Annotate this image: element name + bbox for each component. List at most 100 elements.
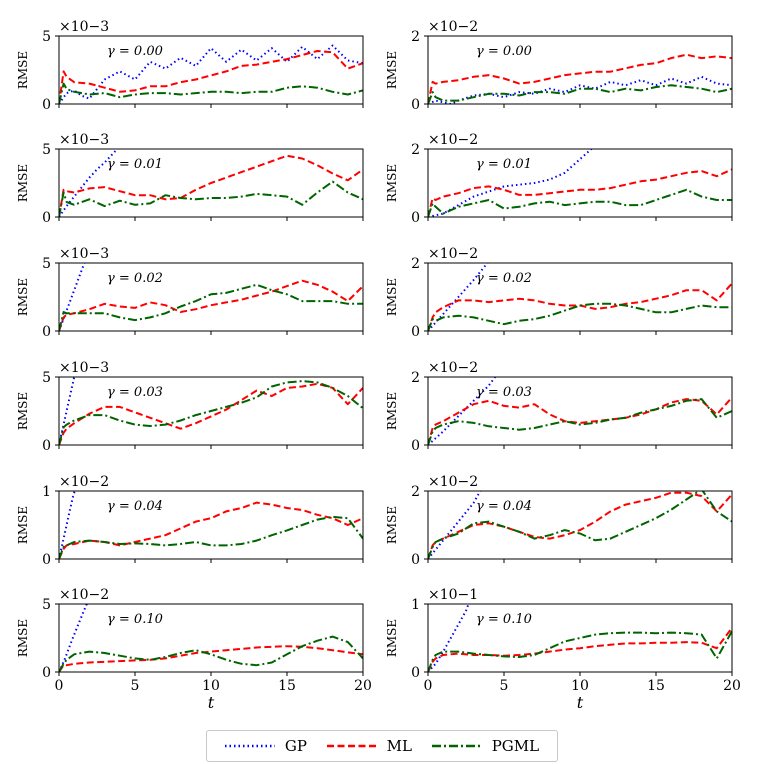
y-tick-label: 0 <box>42 665 51 681</box>
series-gp-line <box>428 263 489 331</box>
series-pgml-line <box>59 283 363 331</box>
x-tick-label: 15 <box>647 678 665 694</box>
series-pgml-line <box>428 302 732 331</box>
series-ml-line <box>59 50 363 104</box>
y-multiplier-label: ×10−3 <box>59 132 109 148</box>
y-multiplier-label: ×10−2 <box>428 19 478 35</box>
x-tick-label: 10 <box>202 678 220 694</box>
x-tick-label: 0 <box>424 678 433 694</box>
axes-frame <box>427 603 733 673</box>
y-axis-label: RMSE <box>16 392 30 430</box>
y-axis-label: RMSE <box>385 278 399 316</box>
gamma-annotation: γ = 0.04 <box>476 499 532 514</box>
y-tick-label: 0 <box>411 210 420 226</box>
series-gp-line <box>428 604 470 672</box>
legend-item-ml: ML <box>326 737 412 755</box>
y-axis-label: RMSE <box>385 164 399 202</box>
gamma-annotation: γ = 0.10 <box>107 612 163 627</box>
subplot-8: 0 2 ×10−2 γ = 0.03 RMSE <box>385 360 733 454</box>
y-tick-label: 2 <box>411 484 420 500</box>
series-ml-line <box>59 501 363 559</box>
series-gp-line <box>59 604 88 672</box>
y-axis-label: RMSE <box>385 506 399 544</box>
series-ml-line <box>428 53 732 104</box>
axes-frame <box>427 490 733 560</box>
series-ml-line <box>59 154 363 217</box>
series-ml-line <box>428 168 732 217</box>
y-tick-label: 2 <box>411 370 420 386</box>
y-tick-label: 0 <box>411 324 420 340</box>
y-axis-label: RMSE <box>385 392 399 430</box>
x-axis-label: t <box>208 693 215 712</box>
axes-frame <box>427 148 733 218</box>
series-ml-line <box>59 382 363 445</box>
series-ml-line <box>59 645 363 672</box>
x-tick-label: 5 <box>131 678 140 694</box>
y-tick-label: 5 <box>42 597 51 613</box>
series-pgml-line <box>59 180 363 217</box>
gamma-annotation: γ = 0.02 <box>476 271 532 286</box>
y-tick-label: 0 <box>411 665 420 681</box>
gamma-annotation: γ = 0.03 <box>476 385 532 400</box>
series-ml-line <box>428 396 732 445</box>
axes-frame <box>58 490 364 560</box>
axes-frame <box>58 35 364 105</box>
y-tick-label: 0 <box>42 97 51 113</box>
x-tick-label: 5 <box>500 678 509 694</box>
series-gp-line <box>59 44 363 104</box>
subplot-2: 0 2 ×10−2 γ = 0.00 RMSE <box>385 19 733 113</box>
series-gp-line <box>59 491 76 559</box>
legend-line-gp <box>224 744 275 748</box>
y-tick-label: 0 <box>411 552 420 568</box>
y-tick-label: 2 <box>411 29 420 45</box>
series-gp-line <box>428 149 593 217</box>
y-axis-label: RMSE <box>16 164 30 202</box>
subplot-10: 0 2 ×10−2 γ = 0.04 RMSE <box>385 474 733 568</box>
y-tick-label: 1 <box>42 484 51 500</box>
y-tick-label: 0 <box>42 552 51 568</box>
axes-frame <box>427 262 733 332</box>
y-tick-label: 2 <box>411 256 420 272</box>
y-tick-label: 0 <box>42 324 51 340</box>
y-axis-label: RMSE <box>16 506 30 544</box>
series-pgml-line <box>59 380 363 445</box>
gamma-annotation: γ = 0.02 <box>107 271 163 286</box>
y-tick-label: 5 <box>42 142 51 158</box>
y-tick-label: 0 <box>411 438 420 454</box>
y-tick-label: 0 <box>411 97 420 113</box>
gamma-annotation: γ = 0.01 <box>107 157 163 172</box>
gamma-annotation: γ = 0.10 <box>476 612 532 627</box>
y-tick-label: 1 <box>411 597 420 613</box>
axes-frame <box>58 603 364 673</box>
gamma-annotation: γ = 0.00 <box>107 44 163 59</box>
gamma-annotation: γ = 0.03 <box>107 385 163 400</box>
legend-label-gp: GP <box>284 737 307 755</box>
subplot-7: 0 5 ×10−3 γ = 0.03 RMSE <box>16 360 364 454</box>
y-axis-label: RMSE <box>16 619 30 657</box>
y-axis-label: RMSE <box>16 278 30 316</box>
subplot-3: 0 5 ×10−3 γ = 0.01 RMSE <box>16 132 364 226</box>
legend: GP ML PGML <box>206 730 558 762</box>
legend-label-pgml: PGML <box>491 737 540 755</box>
legend-line-ml <box>326 744 377 748</box>
x-axis-label: t <box>577 693 584 712</box>
series-pgml-line <box>428 84 732 104</box>
axes-frame <box>58 262 364 332</box>
subplot-12: 0 5 10 15 20 0 1 ×10−1 γ = 0.10 RMSE t <box>385 587 741 712</box>
series-gp-line <box>428 75 732 104</box>
y-axis-label: RMSE <box>16 51 30 89</box>
y-multiplier-label: ×10−3 <box>59 19 109 35</box>
legend-item-gp: GP <box>224 737 307 755</box>
x-tick-label: 20 <box>354 678 372 694</box>
subplot-9: 0 1 ×10−2 γ = 0.04 RMSE <box>16 474 364 568</box>
series-pgml-line <box>428 491 732 559</box>
y-multiplier-label: ×10−2 <box>428 246 478 262</box>
subplot-1: 0 5 ×10−3 γ = 0.00 RMSE <box>16 19 364 113</box>
y-multiplier-label: ×10−2 <box>428 132 478 148</box>
series-ml-line <box>428 627 732 672</box>
x-tick-label: 20 <box>723 678 741 694</box>
y-tick-label: 2 <box>411 142 420 158</box>
series-pgml-line <box>59 515 363 559</box>
